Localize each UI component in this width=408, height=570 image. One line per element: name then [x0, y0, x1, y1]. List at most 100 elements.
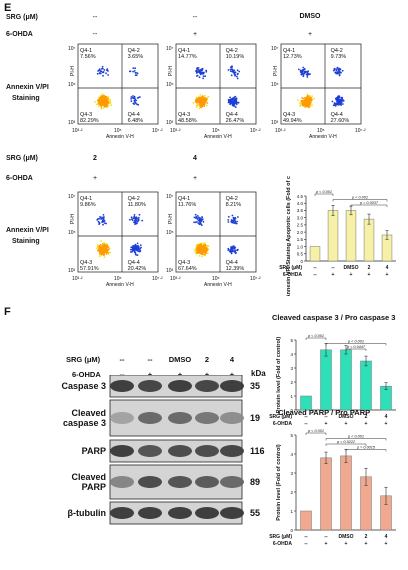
- quadrant-name: Q4-1: [80, 196, 92, 202]
- flow-event-dot: [133, 217, 136, 220]
- x-tick-label: 10³·²: [170, 276, 181, 282]
- blot-row: β-tubulin 55: [68, 501, 260, 525]
- row2-srg-value: 4: [193, 155, 197, 162]
- flow-event-dot: [236, 77, 239, 80]
- flow-event-dot: [206, 102, 209, 104]
- blot-lane-srg-value: 4: [229, 355, 235, 364]
- flow-event-dot: [102, 214, 105, 216]
- x-condition-ohda: +: [385, 421, 388, 427]
- quadrant-percent: 9.86%: [80, 202, 96, 208]
- y-tick-label: 3.5: [297, 208, 304, 213]
- flow-event-dot: [139, 247, 142, 250]
- band-kda: 35: [250, 381, 260, 391]
- x-ohda-label: 6-OHDA: [273, 541, 293, 547]
- flow-event-dot: [232, 220, 235, 223]
- y-tick-label: 4.0: [297, 201, 304, 206]
- flow-event-dot: [309, 99, 312, 102]
- flow-event-dot: [134, 220, 137, 223]
- flow-event-dot: [341, 98, 343, 101]
- flow-event-dot: [200, 104, 203, 106]
- blot-band: [220, 445, 244, 457]
- blot-row: Caspase 3 35: [61, 375, 260, 398]
- flow-event-dot: [107, 103, 109, 105]
- y-tick-label: 4: [290, 352, 293, 357]
- flow-event-dot: [133, 214, 136, 216]
- flow-event-dot: [313, 97, 315, 100]
- row1-ohda-value: --: [92, 31, 98, 38]
- significance-label: p < 0.001: [307, 334, 324, 338]
- flow-event-dot: [197, 67, 200, 69]
- band-label: β-tubulin: [68, 508, 106, 518]
- row1-srg-value: --: [92, 14, 98, 21]
- y-tick-label: 1.5: [297, 237, 304, 242]
- flow-event-dot: [227, 219, 230, 221]
- flow-event-dot: [196, 71, 199, 74]
- flow-event-dot: [132, 95, 134, 97]
- flow-event-dot: [238, 70, 241, 73]
- significance-label: p < 0.001: [347, 340, 364, 344]
- flow-event-dot: [204, 101, 207, 104]
- flow-event-dot: [106, 99, 109, 101]
- significance-label: p = 0.0222: [336, 440, 356, 444]
- flow-event-dot: [134, 251, 136, 254]
- flow-event-dot: [137, 246, 140, 249]
- y-tick-label: 10³: [68, 120, 76, 126]
- x-condition-srg: DMSO: [339, 534, 354, 540]
- flow-event-dot: [207, 245, 210, 248]
- quadrant-percent: 48.58%: [178, 118, 197, 124]
- flow-event-dot: [230, 252, 233, 255]
- flow-event-dot: [205, 249, 208, 252]
- band-label: Cleaved: [71, 408, 106, 418]
- x-axis-title: Annexin V-H: [106, 282, 134, 288]
- flow-event-dot: [201, 255, 204, 258]
- blot-band: [220, 412, 244, 424]
- blot-band: [110, 507, 134, 519]
- x-condition-srg: --: [304, 414, 308, 420]
- flow-event-dot: [201, 216, 204, 219]
- flow-event-dot: [233, 218, 236, 220]
- row2-ohda-value: +: [192, 175, 198, 182]
- flow-event-dot: [99, 102, 101, 105]
- flow-event-dot: [195, 252, 198, 254]
- flow-event-dot: [306, 96, 309, 98]
- quadrant-name: Q4-3: [283, 112, 295, 118]
- flow-event-dot: [133, 215, 136, 218]
- flow-event-dot: [136, 242, 139, 245]
- flow-event-dot: [205, 70, 208, 73]
- flow-event-dot: [234, 101, 236, 103]
- flow-event-dot: [96, 244, 99, 246]
- flow-event-dot: [203, 94, 206, 97]
- x-condition-srg: DMSO: [344, 265, 359, 271]
- quadrant-percent: 10.19%: [226, 54, 245, 60]
- blot-lane-ohda-value: +: [229, 370, 235, 379]
- flow-event-dot: [199, 94, 202, 96]
- flow-event-dot: [306, 76, 309, 78]
- flow-event-dot: [105, 72, 107, 75]
- flow-event-dot: [231, 68, 234, 71]
- flow-event-dot: [202, 242, 205, 245]
- quadrant-name: Q4-4: [226, 112, 238, 118]
- flow-event-dot: [198, 71, 201, 73]
- flow-event-dot: [207, 95, 210, 98]
- flow-event-dot: [200, 245, 203, 248]
- significance-label: p < 0.001: [351, 196, 368, 200]
- flow-event-dot: [100, 70, 103, 73]
- bar: [340, 455, 352, 531]
- quadrant-percent: 82.29%: [80, 118, 99, 124]
- flow-plot: Q4-114.77% Q4-210.19% Q4-348.58% Q4-426.47%…: [166, 43, 261, 140]
- flow-event-dot: [107, 74, 109, 76]
- x-condition-srg: 2: [365, 534, 368, 540]
- x-tick-label: 10³·²: [72, 128, 83, 134]
- band-label: PARP: [82, 482, 106, 492]
- flow-event-dot: [96, 247, 98, 250]
- row1-srg-label: SRG (μM): [6, 14, 38, 21]
- flow-event-dot: [98, 222, 101, 225]
- flow-event-dot: [304, 106, 306, 108]
- x-tick-label: 10⁵: [114, 276, 122, 282]
- blot-band: [195, 412, 219, 424]
- blot-band: [138, 476, 162, 488]
- flow-event-dot: [229, 96, 232, 99]
- y-tick-label: 0: [290, 408, 293, 413]
- quadrant-name: Q4-3: [80, 260, 92, 266]
- x-condition-ohda: +: [325, 541, 328, 547]
